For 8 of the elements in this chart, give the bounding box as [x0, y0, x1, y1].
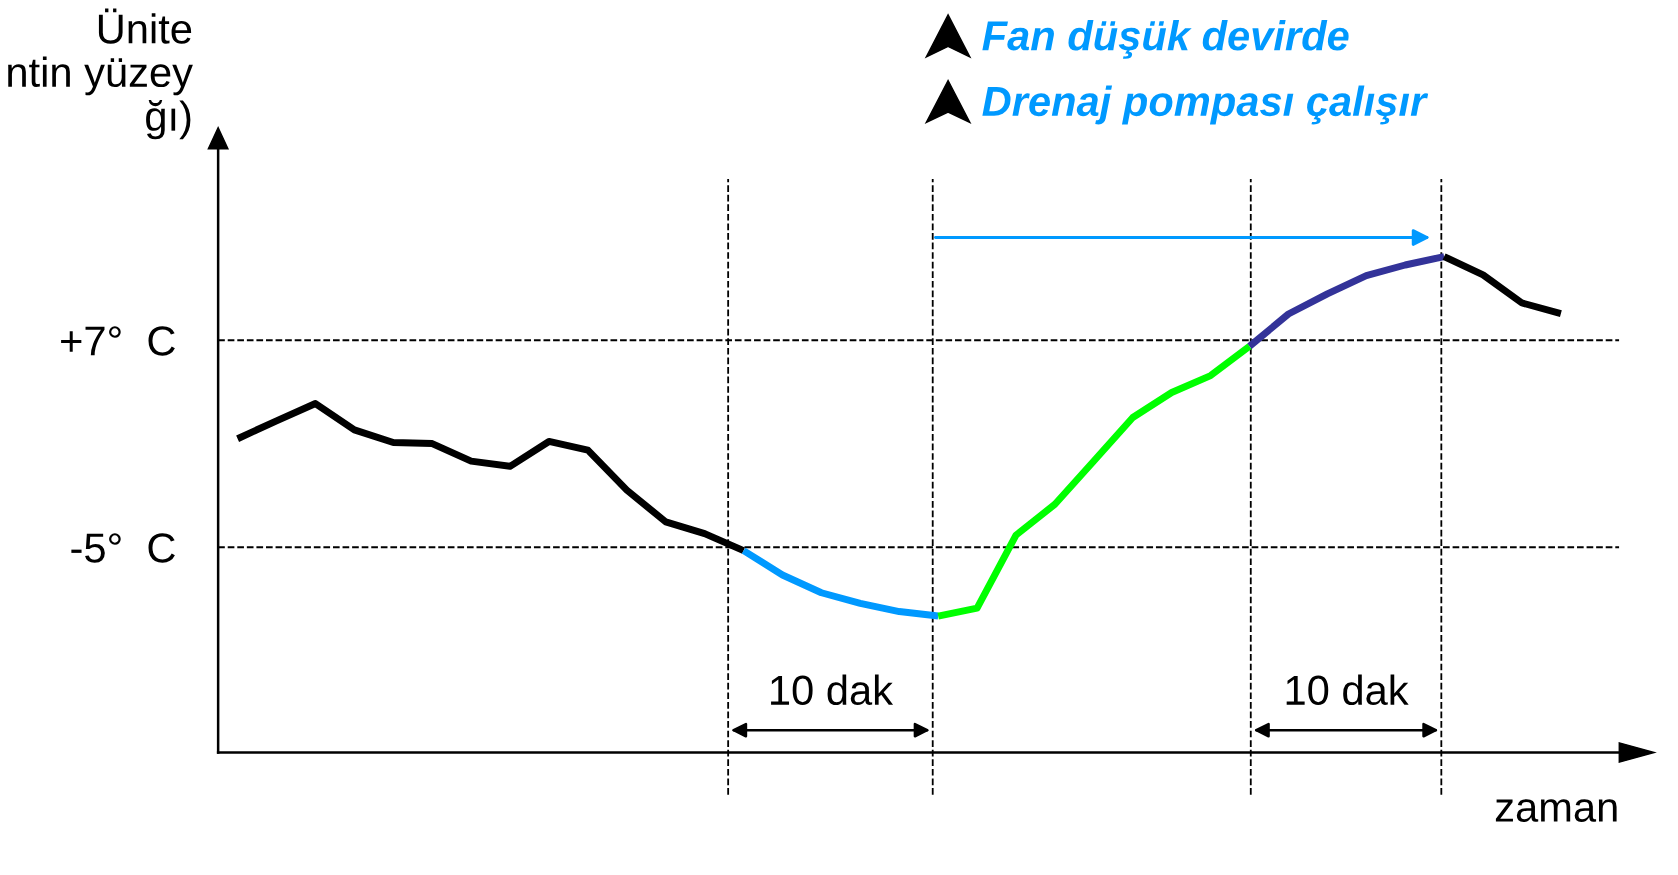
y-tick-label: -5° C	[71, 533, 175, 563]
annotation: 10 dak	[1286, 674, 1409, 706]
text: Drenaj pompası çalışır	[982, 85, 1429, 125]
text: Fan düşük devirde	[982, 19, 1349, 59]
annotation: 10 dak	[771, 674, 894, 706]
y-tick-label: +7° C	[61, 326, 175, 356]
y-axis-title: Ünite ntin yüzey ğı)	[8, 8, 193, 140]
x-axis-title: zaman	[1495, 799, 1617, 822]
